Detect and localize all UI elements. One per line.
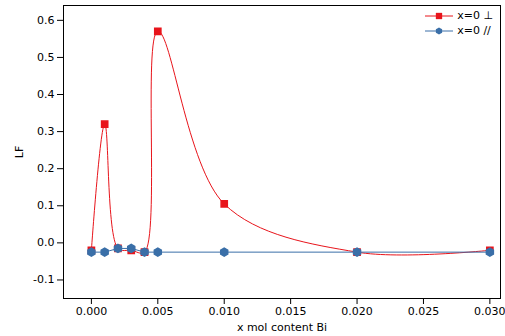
svg-text:0.000: 0.000 bbox=[76, 305, 108, 318]
svg-text:0.4: 0.4 bbox=[37, 88, 55, 101]
svg-text:x mol content Bi: x mol content Bi bbox=[237, 321, 327, 334]
svg-text:0.030: 0.030 bbox=[474, 305, 505, 318]
svg-text:0.005: 0.005 bbox=[142, 305, 174, 318]
svg-text:0.015: 0.015 bbox=[275, 305, 307, 318]
svg-text:0.2: 0.2 bbox=[37, 162, 55, 175]
html-text:x=0 //: x=0 // bbox=[457, 24, 491, 37]
svg-text:0.010: 0.010 bbox=[208, 305, 240, 318]
html-text:x=0 ⊥: x=0 ⊥ bbox=[457, 9, 493, 22]
svg-text:0.0: 0.0 bbox=[37, 236, 55, 249]
svg-text:0.5: 0.5 bbox=[37, 51, 55, 64]
svg-text:LF: LF bbox=[13, 146, 26, 158]
svg-text:0.025: 0.025 bbox=[408, 305, 440, 318]
svg-text:0.020: 0.020 bbox=[341, 305, 373, 318]
svg-text:0.6: 0.6 bbox=[37, 14, 55, 27]
svg-text:0.1: 0.1 bbox=[37, 199, 55, 212]
svg-text:-0.1: -0.1 bbox=[33, 273, 54, 286]
svg-text:0.3: 0.3 bbox=[37, 125, 55, 138]
